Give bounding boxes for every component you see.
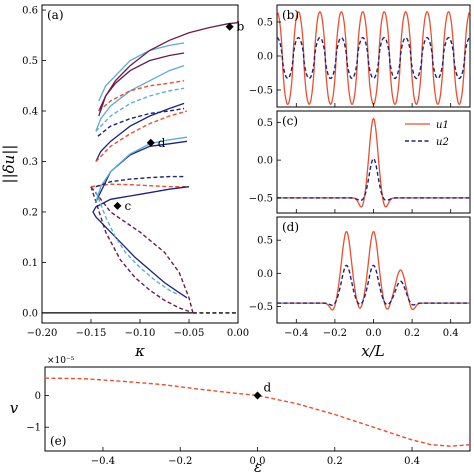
panel-a-ytick-label-4: 0.4 (22, 107, 38, 118)
panel-a-point-c (113, 201, 122, 210)
panel-a-points: b c d (113, 20, 245, 213)
panel-a-xlabel: κ (134, 342, 145, 360)
panel-a-point-b (225, 22, 234, 31)
panel-b-ytick-label-1: 0.0 (257, 52, 273, 63)
panel-b-label: (b) (282, 8, 299, 22)
panel-a-series-11 (95, 64, 185, 132)
panel-c-ytick-label-1: 0.0 (257, 156, 273, 167)
legend-u1-label: u1 (436, 120, 449, 131)
panel-e-ytick-label-0: −1 (26, 423, 41, 434)
panel-d-xlabel: x/L (361, 342, 385, 360)
panel-a: b c d −0.20 −0.15 −0.10 −0.05 0.00 0.0 0.1 0.2 0.3… (0, 4, 249, 360)
panel-a-ytick-label-0: 0.0 (22, 308, 38, 319)
panel-a-series-5 (92, 186, 190, 299)
panel-d-ytick-label-0: −0.5 (249, 302, 273, 313)
panel-b: −0.5 0.0 0.5 (b) (249, 4, 471, 108)
panel-a-series-2 (90, 186, 194, 314)
panel-a-point-label-b: b (237, 20, 245, 34)
panel-e-frame (44, 366, 471, 452)
panel-a-ytick-label-2: 0.2 (22, 207, 38, 218)
panel-c-label: (c) (282, 114, 298, 128)
panel-c-series-1 (277, 157, 470, 202)
panel-e-series (44, 377, 471, 447)
panel-a-ytick-label-5: 0.5 (22, 56, 38, 67)
panel-b-series (276, 10, 471, 106)
panel-e-xtick-label-2: 0.0 (250, 456, 266, 467)
legend: u1 u2 (405, 120, 449, 148)
panel-a-point-label-d: d (158, 136, 166, 150)
panel-c-ticks: −0.5 0.0 0.5 (249, 118, 452, 213)
panel-e-point-d (253, 391, 262, 400)
panel-e-ticks: −0.4 −0.2 0.0 0.2 0.4 −1 0 (26, 391, 420, 467)
panel-b-ytick-label-2: 0.5 (257, 18, 273, 29)
panel-a-ylabel: ||δu|| (0, 145, 18, 184)
panel-a-series-18 (97, 107, 185, 137)
panel-e-series-0 (44, 377, 471, 447)
panel-a-xtick-label-0: −0.20 (27, 328, 58, 339)
panel-a-series-16 (98, 22, 239, 117)
panel-e-xtick-label-0: −0.4 (91, 456, 115, 467)
panel-e: d −0.4 −0.2 0.0 0.2 0.4 −1 0 (e) ×10⁻⁵ ε v (10, 356, 471, 476)
panel-e-xtick-label-3: 0.2 (327, 456, 343, 467)
panel-e-exponent: ×10⁻⁵ (47, 356, 75, 366)
panel-d-series-1 (277, 264, 470, 306)
panel-d-xtick-label-4: 0.4 (443, 328, 459, 339)
panel-a-series-3 (90, 186, 190, 313)
panel-a-ytick-label-1: 0.1 (22, 258, 38, 269)
panel-b-ytick-label-0: −0.5 (249, 86, 273, 97)
panel-d-xtick-label-2: 0.0 (366, 328, 382, 339)
panel-a-ytick-label-3: 0.3 (22, 157, 38, 168)
panel-a-label: (a) (47, 8, 64, 22)
panel-e-ytick-label-1: 0 (35, 391, 41, 402)
panel-a-ytick-label-6: 0.6 (22, 6, 38, 17)
panel-a-point-d (146, 138, 155, 147)
panel-a-series-14 (98, 80, 185, 112)
panel-a-point-label-c: c (124, 199, 131, 213)
panel-e-xlabel: ε (254, 458, 262, 476)
panel-d-xtick-label-1: −0.2 (323, 328, 347, 339)
panel-a-xtick-label-4: 0.00 (227, 328, 249, 339)
panel-a-xtick-label-2: −0.10 (125, 328, 156, 339)
panel-a-series (42, 22, 239, 314)
panel-c-series (277, 117, 470, 208)
panel-a-series-8 (95, 136, 188, 203)
panel-e-xtick-label-4: 0.4 (404, 456, 420, 467)
panel-b-series-1 (276, 36, 471, 80)
panel-a-ticks: −0.20 −0.15 −0.10 −0.05 0.00 0.0 0.1 0.2 0.3 0.4 0… (22, 6, 249, 339)
panel-d-series-0 (277, 230, 470, 311)
panel-a-series-7 (95, 191, 180, 296)
panel-a-series-9 (95, 102, 185, 162)
panel-d-xtick-label-0: −0.4 (284, 328, 308, 339)
panel-d-series (277, 230, 470, 311)
panel-e-ylabel: v (10, 399, 19, 417)
panel-c: −0.5 0.0 0.5 (c) u1 u2 (249, 110, 471, 214)
panel-c-ytick-label-0: −0.5 (249, 193, 273, 204)
panel-d-ticks: −0.4 −0.2 0.0 0.2 0.4 −0.5 0.0 0.5 (249, 236, 459, 339)
panel-d: −0.4 −0.2 0.0 0.2 0.4 −0.5 0.0 0.5 (d) x/L (249, 216, 471, 360)
panel-a-frame (41, 4, 239, 324)
panel-b-ticks: −0.5 0.0 0.5 (249, 18, 452, 107)
panel-c-series-0 (277, 117, 470, 208)
panel-b-series-0 (276, 10, 471, 106)
panel-d-ytick-label-2: 0.5 (257, 236, 273, 247)
panel-e-label: (e) (50, 434, 66, 448)
panel-e-points: d (253, 381, 272, 400)
panel-d-ytick-label-1: 0.0 (257, 269, 273, 280)
panel-a-series-4 (90, 183, 187, 188)
panel-d-xtick-label-3: 0.2 (404, 328, 420, 339)
panel-a-series-10 (95, 110, 188, 162)
panel-e-point-label-d: d (264, 381, 272, 395)
panel-d-frame (276, 216, 471, 324)
legend-u2-label: u2 (436, 137, 449, 148)
panel-a-xtick-label-1: −0.15 (76, 328, 107, 339)
panel-a-xtick-label-3: −0.05 (174, 328, 205, 339)
panel-c-ytick-label-2: 0.5 (257, 118, 273, 129)
panel-e-xtick-label-1: −0.2 (168, 456, 192, 467)
panel-a-series-15 (98, 42, 185, 102)
panel-d-label: (d) (282, 220, 299, 234)
panel-a-series-13 (98, 52, 185, 112)
panel-a-series-6 (95, 140, 188, 203)
panel-a-series-12 (95, 87, 185, 132)
